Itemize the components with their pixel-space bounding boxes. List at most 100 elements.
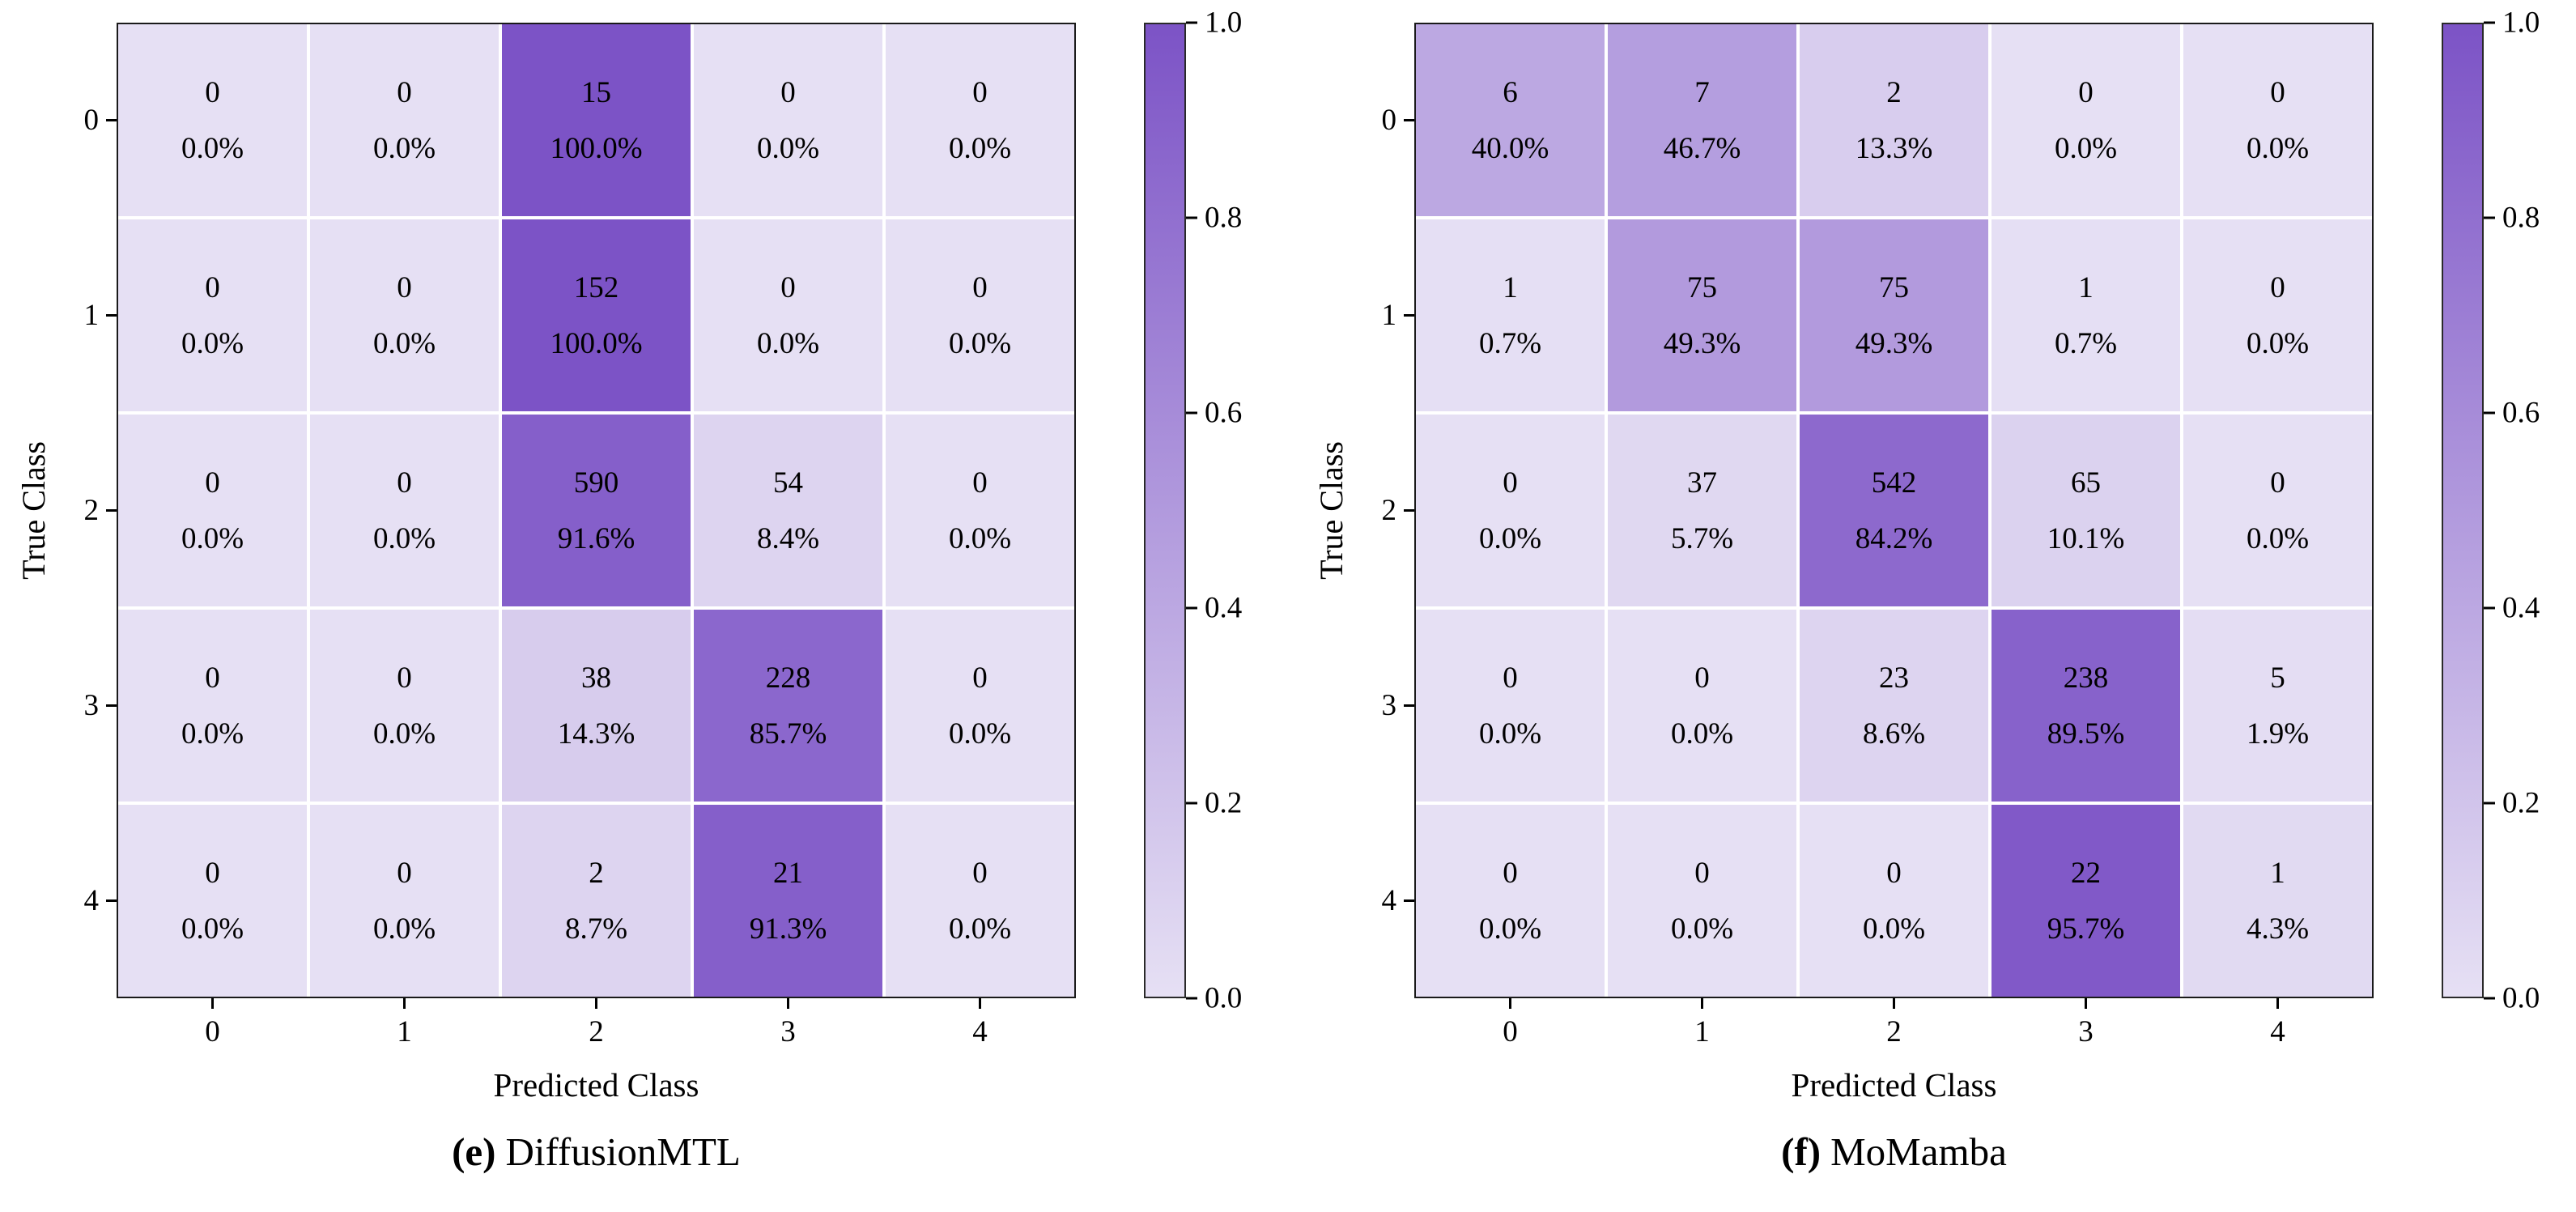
x-ticks: 0 1 2 3 4 [117, 998, 1076, 1049]
cell-count: 0 [972, 270, 988, 304]
cell-count: 0 [1503, 856, 1518, 890]
x-tick-label: 2 [589, 1015, 604, 1048]
cell-count: 0 [780, 270, 796, 304]
cell-count: 0 [397, 75, 412, 109]
colorbar-tick-label: 0.0 [2502, 981, 2540, 1015]
y-tick-label: 1 [1381, 299, 1397, 332]
matrix-cell: 1 0.7% [1992, 219, 2180, 411]
y-tick: 0 [55, 23, 117, 218]
cell-percent: 84.2% [1855, 521, 1933, 555]
y-tick-label: 3 [83, 689, 100, 722]
tick-mark [1186, 997, 1197, 1000]
caption-text: MoMamba [1830, 1129, 2007, 1174]
x-tick: 3 [692, 998, 884, 1049]
y-tick: 1 [55, 218, 117, 413]
caption-label: (f) [1781, 1129, 1821, 1174]
y-tick-label: 3 [1381, 689, 1397, 722]
cell-percent: 0.0% [372, 326, 436, 360]
matrix-cell: 0 0.0% [1608, 610, 1796, 802]
tick-mark [2484, 997, 2495, 1000]
matrix-cell: 0 0.0% [886, 610, 1074, 802]
matrix-cell: 0 0.0% [886, 219, 1074, 411]
tick-mark [1404, 704, 1414, 707]
cell-percent: 0.0% [1478, 521, 1542, 555]
cell-count: 54 [773, 466, 803, 500]
tick-mark [2484, 216, 2495, 219]
cell-percent: 0.0% [372, 131, 436, 165]
cell-percent: 91.3% [749, 912, 827, 946]
matrix-cell: 0 0.0% [886, 805, 1074, 997]
colorbar-ticks: 1.0 0.8 0.6 0.4 0.2 0.0 [2484, 6, 2574, 1015]
cell-count: 0 [2270, 75, 2285, 109]
x-tick-label: 0 [1503, 1015, 1518, 1048]
tick-mark [2484, 411, 2495, 415]
y-ticks: 0 1 2 3 4 [55, 23, 117, 998]
matrix-cell: 75 49.3% [1800, 219, 1988, 411]
y-tick-label: 4 [1381, 884, 1397, 917]
tick-mark [106, 119, 117, 121]
cell-percent: 1.9% [2246, 717, 2310, 751]
cell-count: 0 [2078, 75, 2094, 109]
cell-count: 15 [581, 75, 611, 109]
x-tick: 1 [1606, 998, 1798, 1049]
cell-count: 228 [765, 661, 811, 695]
y-axis-label-column: True Class [1309, 23, 1353, 998]
tick-mark [1893, 998, 1895, 1009]
cell-percent: 0.0% [948, 912, 1012, 946]
cell-count: 1 [1503, 270, 1518, 304]
tick-mark [2085, 998, 2087, 1009]
y-tick: 3 [1353, 608, 1414, 803]
colorbar-tick-label: 1.0 [2502, 6, 2540, 40]
cell-percent: 0.0% [372, 717, 436, 751]
y-tick-label: 2 [83, 494, 100, 527]
matrix-cell: 23 8.6% [1800, 610, 1988, 802]
x-tick-label: 4 [972, 1015, 988, 1048]
cell-percent: 0.0% [1478, 717, 1542, 751]
matrix-cell: 21 91.3% [694, 805, 882, 997]
x-tick-label: 0 [205, 1015, 220, 1048]
cell-percent: 0.0% [948, 717, 1012, 751]
tick-mark [1186, 802, 1197, 805]
tick-mark [787, 998, 789, 1009]
colorbar-tick: 0.4 [1186, 591, 1242, 626]
y-axis-label: True Class [15, 441, 52, 580]
y-tick-label: 0 [83, 104, 100, 137]
cell-count: 0 [2270, 466, 2285, 500]
cell-count: 65 [2071, 466, 2101, 500]
colorbar-tick: 0.2 [1186, 786, 1242, 821]
caption-label: (e) [452, 1129, 496, 1174]
matrix-cell: 152 100.0% [502, 219, 691, 411]
heatmap-grid: 0 0.0% 0 0.0% 15 100.0% 0 0.0% 0 0.0% 0 0.0% 0 0.0% 15… [117, 23, 1076, 998]
matrix-cell: 1 0.7% [1416, 219, 1605, 411]
cell-count: 0 [972, 466, 988, 500]
colorbar-tick-label: 0.8 [2502, 201, 2540, 235]
x-tick-label: 1 [397, 1015, 412, 1048]
y-tick-label: 0 [1381, 104, 1397, 137]
matrix-cell: 0 0.0% [2183, 219, 2372, 411]
matrix-cell: 238 89.5% [1992, 610, 2180, 802]
colorbar-tick-label: 0.6 [1205, 396, 1243, 430]
colorbar-tick-label: 0.4 [2502, 591, 2540, 625]
cell-count: 152 [573, 270, 619, 304]
tick-mark [1404, 899, 1414, 902]
matrix-cell: 0 0.0% [310, 219, 499, 411]
cell-count: 38 [581, 661, 611, 695]
y-tick-label: 1 [83, 299, 100, 332]
y-axis-label: True Class [1312, 441, 1350, 580]
cell-count: 1 [2078, 270, 2094, 304]
cell-count: 0 [205, 661, 220, 695]
cell-count: 0 [205, 270, 220, 304]
cell-percent: 85.7% [749, 717, 827, 751]
cell-count: 0 [972, 75, 988, 109]
x-tick-label: 2 [1886, 1015, 1902, 1048]
tick-mark [106, 704, 117, 707]
colorbar-tick-label: 0.6 [2502, 396, 2540, 430]
colorbar-tick: 0.8 [2484, 201, 2540, 236]
cell-percent: 0.0% [2054, 131, 2118, 165]
matrix-cell: 0 0.0% [118, 219, 307, 411]
cell-count: 0 [2270, 270, 2285, 304]
cell-percent: 0.0% [756, 326, 820, 360]
y-tick: 4 [55, 803, 117, 998]
y-tick: 1 [1353, 218, 1414, 413]
